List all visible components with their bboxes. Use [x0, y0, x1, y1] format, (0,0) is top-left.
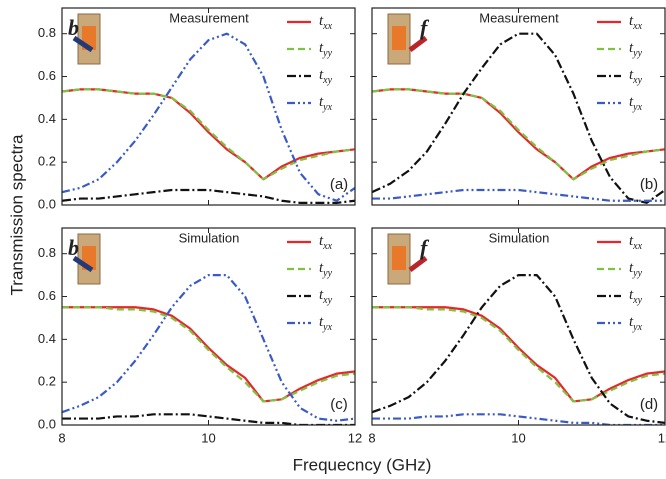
icon-pattern — [392, 246, 406, 270]
series-line — [62, 306, 355, 403]
series-line — [62, 88, 355, 181]
plot-frame — [61, 227, 356, 426]
icon-arrow — [408, 256, 428, 272]
y-tick-label: 0.6 — [38, 68, 56, 83]
y-tick-label: 0.2 — [38, 154, 56, 169]
icon-label: b — [68, 15, 79, 40]
legend-label: txx — [629, 13, 643, 32]
series-line — [372, 306, 665, 403]
legend-label: txy — [319, 287, 333, 306]
panel-title: Measurement — [479, 10, 559, 25]
x-tick-label: 10 — [511, 430, 525, 445]
y-tick-label: 0.2 — [38, 374, 56, 389]
y-tick-label: 0.0 — [38, 416, 56, 431]
legend-label: tyy — [629, 260, 643, 279]
x-tick-label: 10 — [201, 430, 215, 445]
series-line — [372, 188, 665, 202]
series-line — [62, 274, 355, 422]
y-axis-label: Transmission spectra — [7, 134, 26, 295]
y-tick-label: 0.6 — [38, 288, 56, 303]
legend-label: tyx — [319, 94, 333, 113]
series-line — [372, 413, 665, 425]
panel-label: (d) — [640, 396, 658, 413]
series-line — [62, 32, 355, 202]
y-tick-label: 0.0 — [38, 196, 56, 211]
legend-label: txx — [319, 233, 333, 252]
icon-label: f — [420, 15, 430, 40]
x-tick-label: 8 — [368, 430, 375, 445]
panel: 8 10 12 txx tyy txy tyx Simulation (d) f — [368, 227, 666, 445]
icon-arrow — [408, 36, 428, 52]
series-line — [62, 306, 355, 403]
legend-label: txx — [629, 233, 643, 252]
panel-label: (c) — [330, 396, 348, 413]
icon-label: f — [420, 235, 430, 260]
series-line — [372, 88, 665, 181]
legend-label: tyx — [319, 314, 333, 333]
plot-frame — [371, 7, 666, 206]
series-line — [62, 188, 355, 204]
panel-label: (b) — [640, 176, 658, 193]
legend-label: txy — [629, 287, 643, 306]
plot-frame — [61, 7, 356, 206]
series-line — [372, 306, 665, 403]
plot-frame — [371, 227, 666, 426]
legend-label: tyy — [629, 40, 643, 59]
legend-label: txy — [629, 67, 643, 86]
legend-label: txy — [319, 67, 333, 86]
x-tick-label: 12 — [348, 430, 362, 445]
y-tick-label: 0.8 — [38, 245, 56, 260]
x-tick-label: 12 — [658, 430, 666, 445]
panel-title: Measurement — [169, 10, 249, 25]
panel-title: Simulation — [489, 230, 550, 245]
legend-label: tyy — [319, 40, 333, 59]
legend-label: tyx — [629, 94, 643, 113]
icon-pattern — [392, 26, 406, 50]
legend-label: txx — [319, 13, 333, 32]
x-axis-label: Frequecncy (GHz) — [293, 455, 432, 474]
panel-title: Simulation — [179, 230, 240, 245]
legend-label: tyy — [319, 260, 333, 279]
panel: 0.0 0.2 0.4 0.6 0.8 txx tyy txy tyx Measurement (a… — [38, 7, 356, 211]
panel: txx tyy txy tyx Measurement (b) f — [371, 7, 666, 206]
y-tick-label: 0.8 — [38, 25, 56, 40]
panel: 0.0 0.2 0.4 0.6 0.8 8 10 12 txx tyy txy tyx Simulati… — [38, 227, 362, 445]
series-line — [372, 32, 665, 204]
series-line — [372, 274, 665, 424]
panel-label: (a) — [330, 176, 348, 193]
icon-label: b — [68, 235, 79, 260]
icon-arrow — [72, 35, 94, 53]
y-tick-label: 0.4 — [38, 331, 56, 346]
series-line — [372, 88, 665, 181]
x-tick-label: 8 — [58, 430, 65, 445]
icon-arrow — [72, 255, 94, 273]
series-line — [62, 88, 355, 181]
y-tick-label: 0.4 — [38, 111, 56, 126]
legend-label: tyx — [629, 314, 643, 333]
